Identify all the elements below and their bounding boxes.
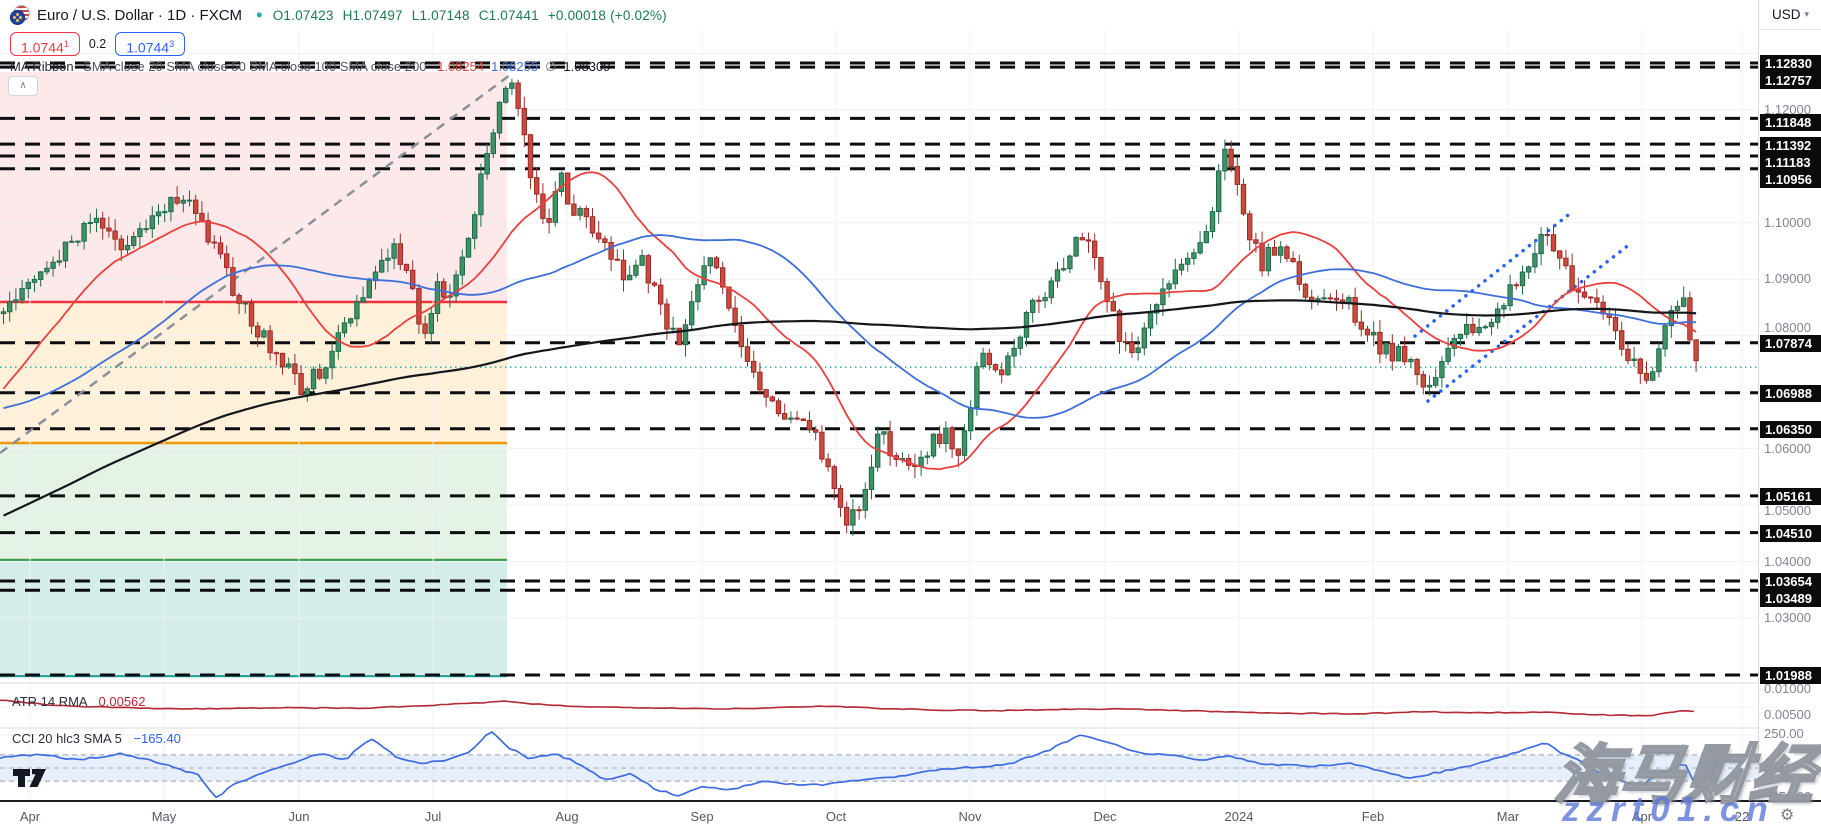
pivot-price-label: 1.06988 <box>1760 385 1821 402</box>
price-label: 1.03000 <box>1764 610 1811 625</box>
pivot-price-label: 1.04510 <box>1760 525 1821 542</box>
pivot-price-label: 1.12830 <box>1760 55 1821 72</box>
gear-icon[interactable]: ⚙ <box>1780 807 1795 824</box>
time-label-apr: Apr <box>1631 809 1653 824</box>
symbol-title[interactable]: Euro / U.S. Dollar · 1D · FXCM <box>37 6 243 24</box>
spread-value: 0.2 <box>88 37 107 51</box>
price-label: 1.08000 <box>1764 320 1811 335</box>
pivot-price-label: 1.11848 <box>1760 114 1821 131</box>
buy-button[interactable]: 1.07443 <box>115 32 186 56</box>
candlesticks <box>0 78 1699 536</box>
price-label: 1.12000 <box>1764 102 1811 117</box>
sma-50-line[interactable] <box>3 234 1697 419</box>
ohlc-part-4: +0.00018 (+0.02%) <box>547 7 667 23</box>
time-label-mar: Mar <box>1496 809 1520 824</box>
price-chart-canvas[interactable] <box>0 0 1758 800</box>
atr-line <box>0 699 1695 717</box>
ohlc-values: O1.07423 H1.07497 L1.07148 C1.07441 +0.00018… <box>273 8 676 23</box>
time-label-nov: Nov <box>958 809 982 824</box>
ma-value-3: 1.08309 <box>563 59 611 74</box>
time-label-sep: Sep <box>690 809 714 824</box>
pivot-price-label: 1.03489 <box>1760 590 1821 607</box>
pivot-price-label: 1.07874 <box>1760 335 1821 352</box>
atr-name: ATR 14 RMA <box>12 694 87 709</box>
pivot-lines <box>0 61 1758 677</box>
time-label-feb: Feb <box>1361 809 1385 824</box>
pivot-price-label: 1.12757 <box>1760 72 1821 89</box>
currency-label: USD <box>1771 7 1801 22</box>
chart-header: Euro / U.S. Dollar · 1D · FXCM ● O1.0742… <box>0 0 1758 30</box>
time-label-jul: Jul <box>424 809 442 824</box>
ma-value-2: ∅ <box>545 59 557 74</box>
ma-ribbon-values: 1.08254 1.08255 ∅ 1.08309 <box>430 59 610 74</box>
time-label-jun: Jun <box>288 809 310 824</box>
pivot-price-label: 1.11183 <box>1760 154 1821 171</box>
dotted-channel-line-1[interactable] <box>1426 242 1632 403</box>
pivot-price-label: 1.10956 <box>1760 171 1821 188</box>
cci-legend[interactable]: CCI 20 hlc3 SMA 5 −165.40 <box>12 731 181 746</box>
pivot-price-label: 1.05161 <box>1760 488 1821 505</box>
ohlc-part-2: L1.07148 <box>411 7 470 23</box>
pivot-price-label: 1.03654 <box>1760 573 1821 590</box>
time-label-apr: Apr <box>19 809 41 824</box>
price-label: 1.05000 <box>1764 503 1811 518</box>
ma-value-0: 1.08254 <box>437 59 485 74</box>
quote-row: 1.07441 0.2 1.07443 <box>10 31 186 57</box>
ma-value-1: 1.08255 <box>491 59 539 74</box>
sma-20-line[interactable] <box>2 171 1697 471</box>
price-label: 1.06000 <box>1764 441 1811 456</box>
sell-button[interactable]: 1.07441 <box>10 32 80 56</box>
time-label-22: 22 <box>1734 809 1750 824</box>
chevron-down-icon: ▾ <box>1804 9 1810 19</box>
ma-ribbon-legend[interactable]: MA Ribbon SMA close 20 SMA close 50 SMA … <box>10 59 610 75</box>
cci-value: −165.40 <box>133 731 181 746</box>
atr-value: 0.00562 <box>98 694 146 709</box>
ohlc-part-1: H1.07497 <box>342 7 403 23</box>
tradingview-logo[interactable] <box>12 766 58 790</box>
time-axis[interactable]: Apr May Jun Jul Aug Sep Oct Nov Dec 2024 Feb Mar Apr… <box>0 800 1821 830</box>
atr-legend[interactable]: ATR 14 RMA 0.00562 <box>12 694 146 709</box>
price-label: 0.00 <box>1764 760 1790 775</box>
sma-200-line[interactable] <box>3 299 1697 517</box>
price-label: 0.01000 <box>1764 681 1811 696</box>
price-label: 1.09000 <box>1764 271 1811 286</box>
collapse-legend-button[interactable]: ∧ <box>8 76 38 96</box>
ma-ribbon-name: MA Ribbon <box>10 59 74 74</box>
time-label-oct: Oct <box>825 809 847 824</box>
cci-name: CCI 20 hlc3 SMA 5 <box>12 731 122 746</box>
ma-ribbon-params: SMA close 20 SMA close 50 SMA close 100 … <box>83 59 427 74</box>
cci-line <box>0 730 1699 799</box>
pivot-price-label: 1.06350 <box>1760 421 1821 438</box>
time-label-may: May <box>151 809 177 824</box>
pivot-price-label: 1.11392 <box>1760 137 1821 154</box>
time-label-dec: Dec <box>1093 809 1117 824</box>
price-label: 1.10000 <box>1764 215 1811 230</box>
currency-selector[interactable]: USD ▾ <box>1759 0 1821 30</box>
time-label-aug: Aug <box>555 809 579 824</box>
ohlc-part-3: C1.07441 <box>478 7 539 23</box>
gridlines <box>0 0 1758 800</box>
trendline-diagonal[interactable] <box>0 73 511 455</box>
price-axis[interactable]: USD ▾ 1.12000 1.10000 1.09000 1.08000 1.0600… <box>1758 0 1821 804</box>
ohlc-part-0: O1.07423 <box>272 7 334 23</box>
dotted-channel-line-0[interactable] <box>1413 210 1574 338</box>
market-status-icon: ● <box>256 9 263 21</box>
cci-pane <box>0 754 1758 782</box>
price-label: 0.00500 <box>1764 707 1811 722</box>
eurusd-pair-icon <box>10 5 30 25</box>
time-label-2024: 2024 <box>1224 809 1254 824</box>
price-label: 250.00 <box>1764 726 1804 741</box>
price-label: 1.04000 <box>1764 554 1811 569</box>
pivot-price-label: 1.01988 <box>1760 667 1821 684</box>
watermark-url: zzrt01.cn <box>1562 790 1775 829</box>
